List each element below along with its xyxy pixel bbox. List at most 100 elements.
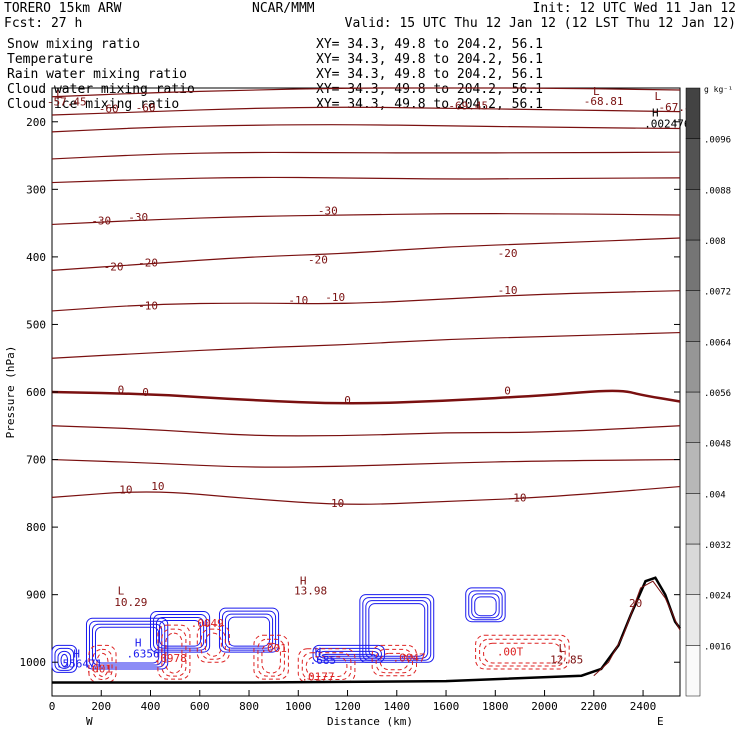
cloud-water-contour [362, 597, 432, 661]
rain-label: .0978 [154, 652, 187, 665]
cloud-water-contour [221, 610, 277, 651]
cloud-water-contour [465, 587, 506, 623]
y-tick-label: 1000 [20, 656, 47, 669]
colorbar-segment [685, 493, 701, 545]
field-xy: XY= 34.3, 49.8 to 204.2, 56.1 [316, 37, 543, 52]
extremum-label: -67.8 [659, 101, 692, 114]
x-right-endpoint: E [657, 715, 664, 728]
rain-contour [379, 652, 409, 671]
colorbar-segment [685, 138, 701, 190]
field-xy: XY= 34.3, 49.8 to 204.2, 56.1 [316, 97, 543, 112]
isotherm-line [51, 151, 681, 160]
rain-label: .0047 [393, 652, 426, 665]
isotherm-label: -10 [498, 284, 518, 297]
cloud-water-contour [150, 611, 211, 653]
temperature-contours [51, 87, 681, 505]
colorbar-label: .0048 [704, 440, 731, 450]
x-tick-label: 0 [49, 700, 56, 713]
valid-time: Valid: 15 UTC Thu 12 Jan 12 (12 LST Thu … [345, 16, 736, 31]
field-name: Cloud ice mixing ratio [7, 97, 179, 112]
isotherm-label: 20 [629, 597, 642, 610]
cloud-water-contour [227, 616, 271, 647]
center-title: NCAR/MMM [252, 1, 315, 16]
isotherm-line [51, 237, 681, 271]
cloud-water-label: .685 [310, 654, 337, 667]
terrain-line [52, 576, 682, 684]
field-name: Temperature [7, 52, 93, 67]
y-axis-title: Pressure (hPa) [4, 346, 17, 439]
field-xy: XY= 34.3, 49.8 to 204.2, 56.1 [316, 52, 543, 67]
cloud-water-contour [471, 593, 500, 619]
colorbar-segment [685, 87, 701, 139]
cloud-water-contour [315, 647, 382, 661]
rain-contour [483, 642, 562, 664]
rain-contour [96, 652, 109, 677]
isotherm-label: 10 [331, 497, 344, 510]
x-tick-label: 1600 [433, 700, 460, 713]
isotherm-line [51, 213, 681, 226]
rain-contour [375, 648, 413, 674]
y-tick-label: 400 [26, 251, 46, 264]
x-tick-label: 400 [141, 700, 161, 713]
cloud-water-contour [85, 617, 169, 670]
extremum-label: 13.98 [294, 585, 327, 598]
extremum-label: -69.45 [448, 100, 488, 113]
cloud-water-label: H [73, 647, 80, 660]
rain-label: .0049 [191, 617, 224, 630]
colorbar-segment [685, 341, 701, 393]
isotherm-line [51, 485, 681, 505]
rain-contour [165, 632, 183, 674]
isotherm-label: -20 [104, 260, 124, 273]
rain-contour [301, 652, 352, 680]
cloud-water-label: .556471 [56, 658, 102, 671]
cloud-water-contour [88, 620, 166, 668]
rain-label: .0177 [301, 670, 334, 683]
extremum-label: L [655, 90, 662, 103]
isotherm-line [51, 425, 681, 437]
isotherm-label: -30 [318, 204, 338, 217]
rain-contour [157, 624, 191, 680]
y-tick-label: 500 [26, 318, 46, 331]
colorbar-label: .0072 [704, 288, 731, 298]
colorbar-segment [685, 239, 701, 291]
isotherm-label: 10 [119, 483, 132, 496]
x-tick-label: 1800 [482, 700, 509, 713]
colorbar-segment [685, 594, 701, 646]
cloud-water-contour [468, 590, 503, 621]
rain-contour [305, 656, 348, 677]
colorbar-segment [685, 290, 701, 342]
rain-contour [253, 634, 289, 680]
cloud-water-contours [51, 587, 506, 673]
x-tick-label: 800 [239, 700, 259, 713]
rain-contour [257, 638, 285, 677]
colorbar-label: .0016 [704, 642, 731, 652]
field-xy: XY= 34.3, 49.8 to 204.2, 56.1 [316, 82, 543, 97]
field-xy: XY= 34.3, 49.8 to 204.2, 56.1 [316, 67, 543, 82]
x-tick-label: 600 [190, 700, 210, 713]
colorbar-label: .0088 [704, 186, 731, 196]
isotherm-label: -60 [99, 102, 119, 115]
cloud-water-contour [153, 614, 208, 651]
cloud-water-contour [57, 650, 72, 669]
cloud-water-label: H [135, 637, 142, 650]
cloud-water-contour [51, 644, 78, 673]
colorbar-segment [685, 391, 701, 443]
rain-contour [92, 648, 113, 680]
model-title: TORERO 15km ARW [4, 1, 122, 16]
terrain-surface [52, 576, 682, 684]
cloud-water-contour [312, 644, 385, 663]
x-tick-label: 2400 [630, 700, 657, 713]
ice-value-label: .002476 [644, 117, 690, 130]
isotherm-label: -30 [128, 211, 148, 224]
isotherm-line [51, 124, 681, 133]
x-tick-label: 2000 [531, 700, 558, 713]
cloud-water-contour [94, 626, 160, 664]
isotherm-line [51, 290, 681, 312]
isotherm-label: 0 [118, 383, 125, 396]
isotherm-label: -30 [91, 214, 111, 227]
isotherm-label: 10 [151, 480, 164, 493]
isotherm-label: -10 [288, 294, 308, 307]
colorbar: .0016 .0024 .0032 .004 .0048 .0056 .0064 .0072.… [685, 87, 731, 697]
y-tick-label: 300 [26, 183, 46, 196]
isotherm-label: -10 [325, 291, 345, 304]
